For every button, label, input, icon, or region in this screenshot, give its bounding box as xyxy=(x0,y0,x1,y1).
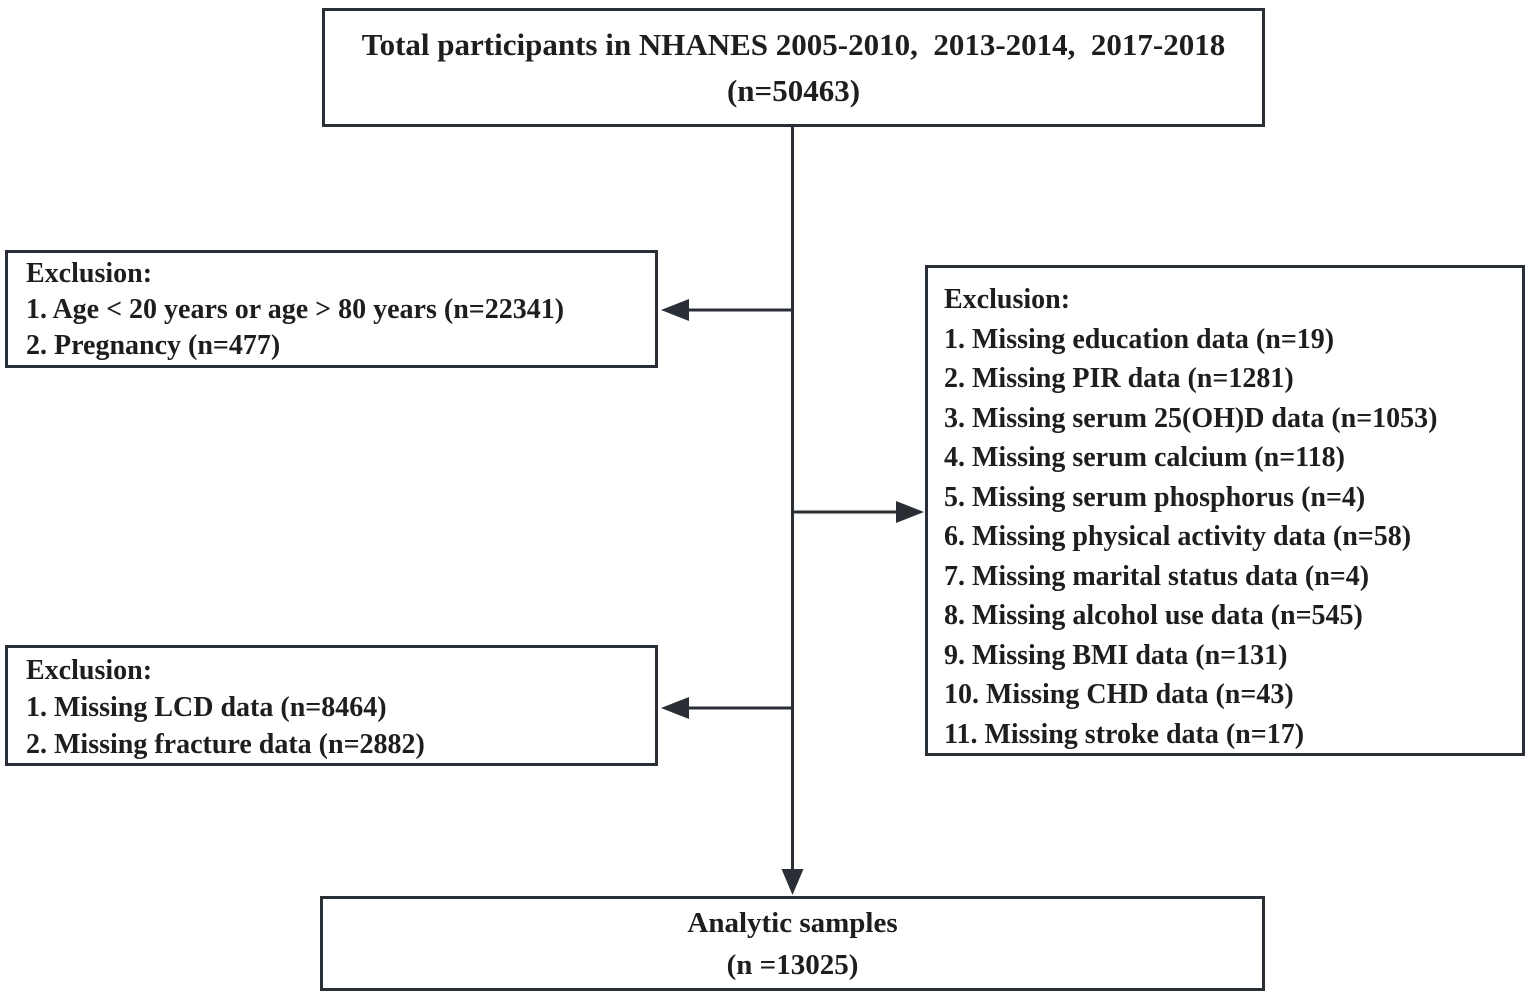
exclusion-item: 8. Missing alcohol use data (n=545) xyxy=(944,600,1363,631)
exclusion-title: Exclusion: xyxy=(26,258,153,289)
exclusion-item: 5. Missing serum phosphorus (n=4) xyxy=(944,481,1366,513)
exclusion-item: 2. Pregnancy (n=477) xyxy=(26,330,281,361)
analytic-samples-title: Analytic samples xyxy=(687,906,898,939)
analytic-samples-box: Analytic samples (n =13025) xyxy=(320,896,1265,991)
total-participants-box: Total participants in NHANES 2005-2010, … xyxy=(322,8,1265,127)
exclusion-missing-data-box: Exclusion: 1. Missing education data (n=… xyxy=(925,265,1525,756)
exclusion-item: 3. Missing serum 25(OH)D data (n=1053) xyxy=(944,402,1438,434)
total-participants-count: (n=50463) xyxy=(726,72,861,108)
exclusion-item: 1. Missing education data (n=19) xyxy=(944,323,1335,355)
exclusion-item: 4. Missing serum calcium (n=118) xyxy=(944,442,1345,473)
exclusion-item: 1. Age < 20 years or age > 80 years (n=2… xyxy=(26,294,565,325)
arrow-right-icon xyxy=(896,501,924,523)
analytic-samples-count: (n =13025) xyxy=(726,948,859,981)
exclusion-title: Exclusion: xyxy=(26,655,153,686)
total-participants-title: Total participants in NHANES 2005-2010, … xyxy=(361,26,1226,62)
exclusion-item: 11. Missing stroke data (n=17) xyxy=(944,718,1305,750)
exclusion-item: 2. Missing fracture data (n=2882) xyxy=(26,729,425,760)
exclusion-item: 7. Missing marital status data (n=4) xyxy=(944,560,1370,592)
exclusion-age-pregnancy-box: Exclusion: 1. Age < 20 years or age > 80… xyxy=(5,250,658,368)
exclusion-item: 9. Missing BMI data (n=131) xyxy=(944,639,1288,671)
exclusion-item: 2. Missing PIR data (n=1281) xyxy=(944,363,1294,394)
exclusion-item: 10. Missing CHD data (n=43) xyxy=(944,679,1294,710)
arrow-left-icon xyxy=(661,697,689,719)
arrow-left-icon xyxy=(661,299,689,321)
exclusion-lcd-fracture-box: Exclusion: 1. Missing LCD data (n=8464) … xyxy=(5,645,658,766)
exclusion-title: Exclusion: xyxy=(944,284,1071,315)
exclusion-item: 1. Missing LCD data (n=8464) xyxy=(26,692,387,723)
exclusion-item: 6. Missing physical activity data (n=58) xyxy=(944,521,1412,552)
arrow-down-icon xyxy=(781,869,804,895)
